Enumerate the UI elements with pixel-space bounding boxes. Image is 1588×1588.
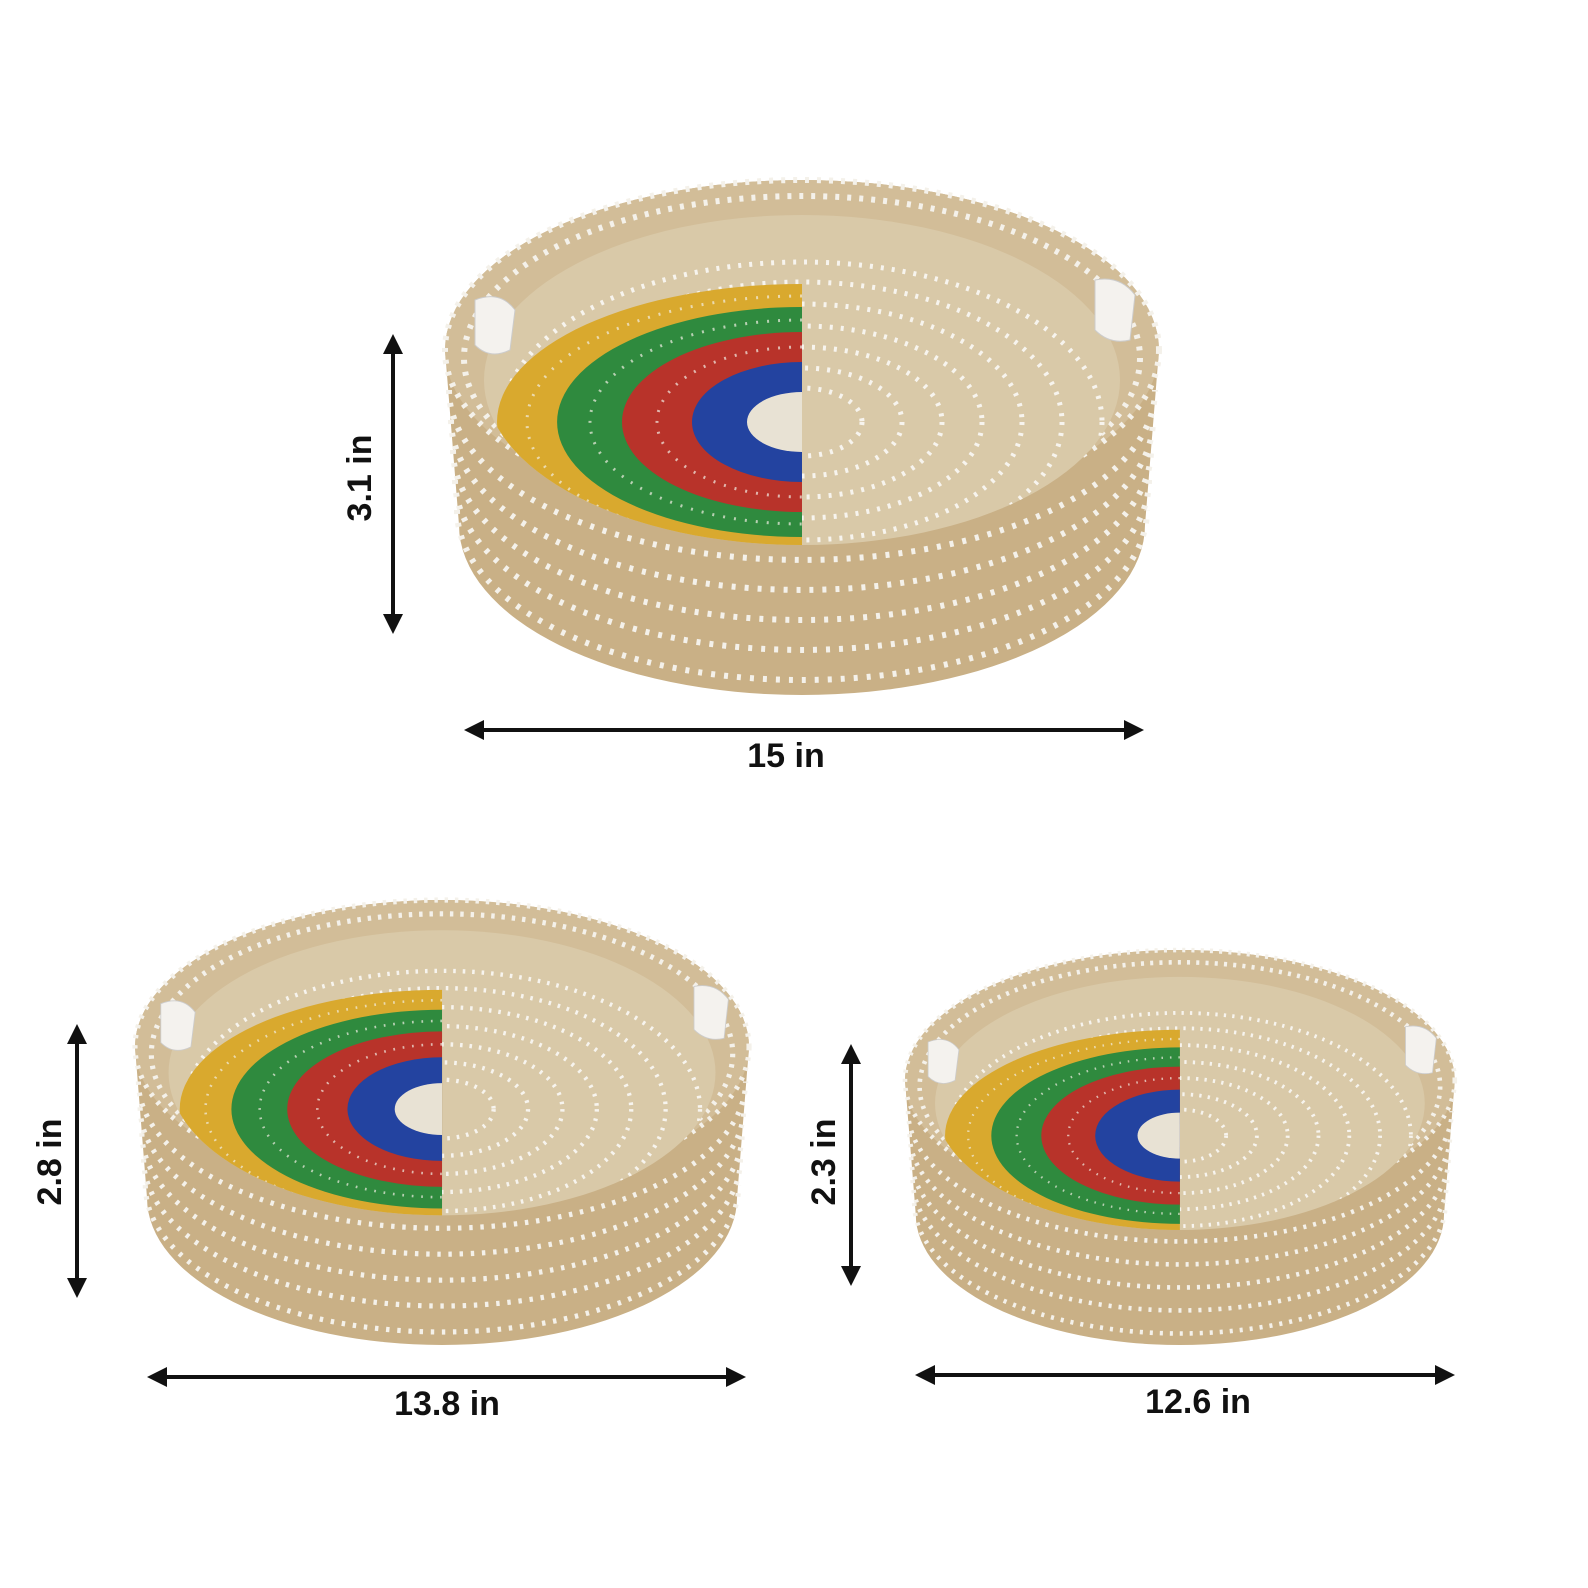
basket-small — [905, 950, 1455, 1345]
height-label: 2.8 in — [31, 1119, 69, 1206]
width-label: 12.6 in — [1145, 1383, 1251, 1421]
basket-large — [445, 180, 1159, 695]
basket-medium — [135, 900, 749, 1345]
height-label: 3.1 in — [341, 435, 379, 522]
height-label: 2.3 in — [805, 1119, 843, 1206]
width-label: 13.8 in — [394, 1385, 500, 1423]
width-label: 15 in — [747, 737, 824, 775]
